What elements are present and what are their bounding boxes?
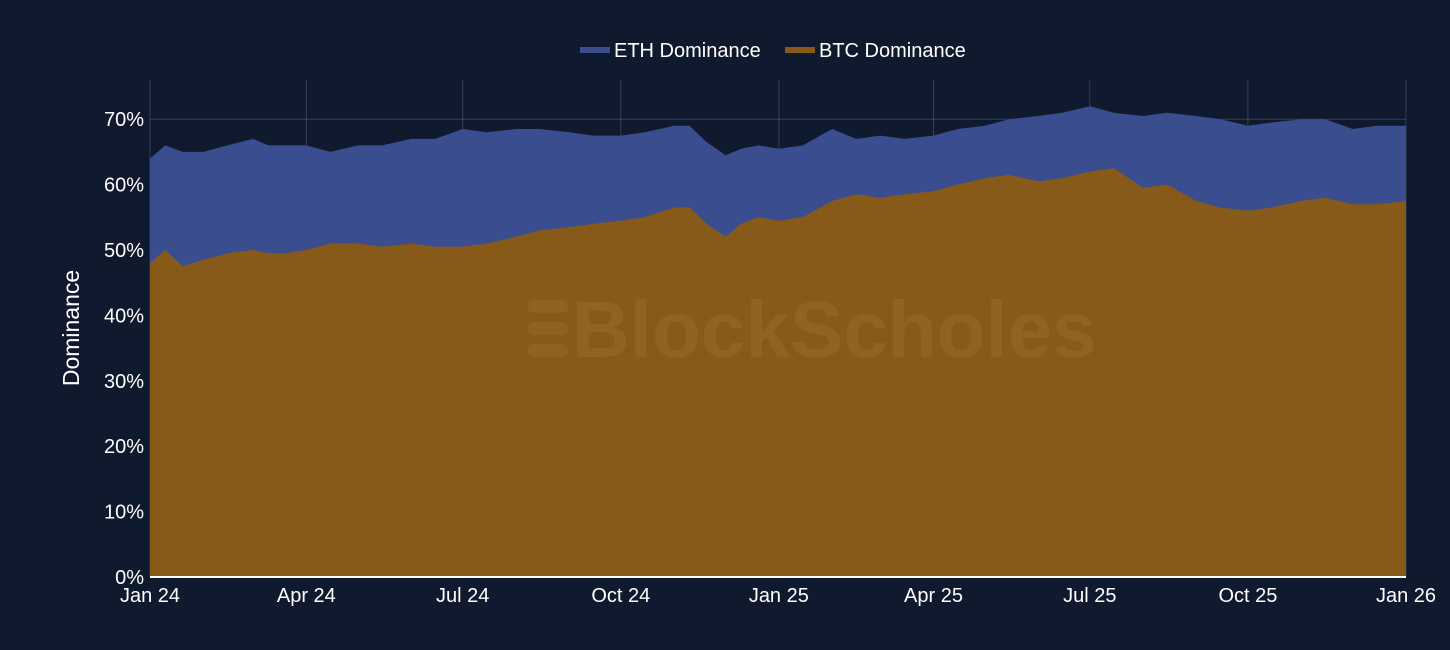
y-tick-label: 40% [104,305,144,327]
legend: ETH Dominance BTC Dominance [580,40,966,62]
y-tick-label: 10% [104,502,144,524]
x-tick-label: Jan 24 [120,585,180,607]
x-tick-label: Jul 24 [436,585,489,607]
legend-label-eth-dominance: ETH Dominance [614,40,761,62]
y-axis-title: Dominance [58,270,84,386]
x-tick-label: Jan 26 [1376,585,1436,607]
btc-dominance-area [150,168,1406,578]
x-tick-label: Oct 24 [591,585,650,607]
legend-swatch-btc-dominance [785,47,815,53]
watermark-logo-icon [528,300,568,357]
x-tick-label: Apr 25 [904,585,963,607]
legend-label-btc-dominance: BTC Dominance [819,40,966,62]
area-layer [150,106,1406,578]
watermark-text: BlockScholes [572,285,1097,374]
x-tick-label: Jan 25 [749,585,809,607]
legend-swatch-eth-dominance [580,47,610,53]
watermark-layer: BlockScholes [528,285,1097,374]
y-tick-label: 70% [104,109,144,131]
y-tick-label: 60% [104,175,144,197]
y-tick-label: 0% [115,567,144,589]
x-tick-label: Jul 25 [1063,585,1116,607]
y-tick-label: 50% [104,240,144,262]
x-tick-label: Oct 25 [1218,585,1277,607]
y-tick-label: 20% [104,436,144,458]
x-tick-label: Apr 24 [277,585,336,607]
axis-layer: 0% 10% 20% 30% 40% 50% 60% 70% Jan 24 Apr 24 Jul 2… [104,109,1436,607]
y-tick-label: 30% [104,371,144,393]
